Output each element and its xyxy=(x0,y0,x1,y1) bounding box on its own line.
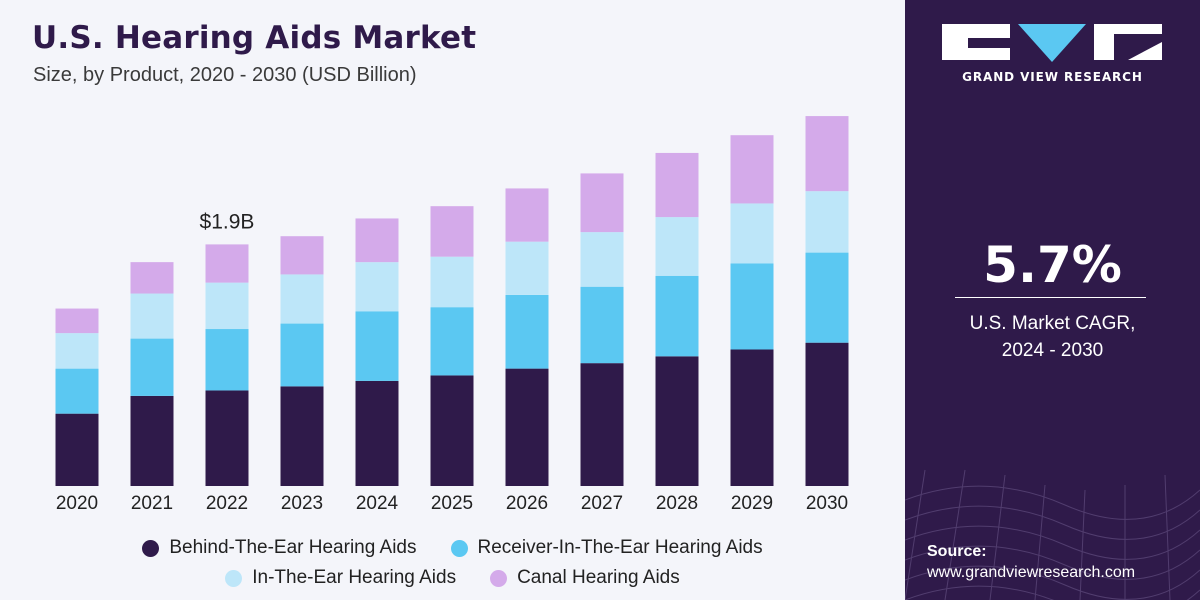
x-tick-2021: 2021 xyxy=(131,493,173,514)
bar-2024-behind-the-ear-hearing-aids xyxy=(355,380,399,486)
bar-2029-receiver-in-the-ear-hearing-aids xyxy=(730,263,774,350)
source-label: Source: xyxy=(927,543,987,560)
bar-2030-in-the-ear-hearing-aids xyxy=(805,191,849,253)
bar-2029-in-the-ear-hearing-aids xyxy=(730,203,774,264)
x-tick-2028: 2028 xyxy=(656,493,698,514)
bar-2026-canal-hearing-aids xyxy=(505,188,549,242)
cagr-label-line-1: U.S. Market CAGR, xyxy=(969,313,1136,334)
x-tick-2024: 2024 xyxy=(356,493,399,514)
sidebar-panel: GRAND VIEW RESEARCH 5.7% U.S. Market CAG… xyxy=(905,0,1200,600)
bar-2026-behind-the-ear-hearing-aids xyxy=(505,368,549,486)
bar-2028-receiver-in-the-ear-hearing-aids xyxy=(655,275,699,357)
source-block: Source: www.grandviewresearch.com xyxy=(927,543,1135,582)
bar-2025-behind-the-ear-hearing-aids xyxy=(430,375,474,486)
legend-swatch-canal xyxy=(490,569,508,587)
legend-item-behind-the-ear: Behind-The-Ear Hearing Aids xyxy=(142,537,417,559)
bar-2028-behind-the-ear-hearing-aids xyxy=(655,356,699,486)
cagr-label-line-2: 2024 - 2030 xyxy=(1001,340,1104,361)
bar-2023-receiver-in-the-ear-hearing-aids xyxy=(280,323,324,387)
stacked-bar-chart: 2020 2021 2022 $1.9B 2023 2024 2025 2026 2027 202… xyxy=(55,116,849,514)
cagr-value: 5.7% xyxy=(983,236,1122,294)
chart-legend: Behind-The-Ear Hearing Aids Receiver-In-… xyxy=(0,533,905,593)
data-label-2022: $1.9B xyxy=(200,210,255,233)
grand-view-research-logo xyxy=(942,24,1162,62)
legend-label-canal: Canal Hearing Aids xyxy=(517,567,680,588)
bar-2024-in-the-ear-hearing-aids xyxy=(355,262,399,312)
chart-panel: U.S. Hearing Aids Market Size, by Produc… xyxy=(0,20,905,593)
legend-item-receiver-in-the-ear: Receiver-In-The-Ear Hearing Aids xyxy=(450,537,763,559)
bar-2022-receiver-in-the-ear-hearing-aids xyxy=(205,329,249,391)
bar-2030-receiver-in-the-ear-hearing-aids xyxy=(805,252,849,343)
bar-2026-in-the-ear-hearing-aids xyxy=(505,241,549,295)
bar-2028-canal-hearing-aids xyxy=(655,152,699,218)
bar-2024-receiver-in-the-ear-hearing-aids xyxy=(355,311,399,381)
bar-2027-canal-hearing-aids xyxy=(580,173,624,233)
legend-item-canal: Canal Hearing Aids xyxy=(490,567,680,589)
bar-2024-canal-hearing-aids xyxy=(355,218,399,263)
bar-2029-behind-the-ear-hearing-aids xyxy=(730,349,774,486)
bar-2020-canal-hearing-aids xyxy=(55,308,99,334)
bar-2023-in-the-ear-hearing-aids xyxy=(280,274,324,324)
bar-2023-behind-the-ear-hearing-aids xyxy=(280,386,324,486)
bar-2026-receiver-in-the-ear-hearing-aids xyxy=(505,294,549,369)
bar-2021-in-the-ear-hearing-aids xyxy=(130,293,174,339)
bar-2025-in-the-ear-hearing-aids xyxy=(430,256,474,308)
legend-swatch-in-the-ear xyxy=(225,569,243,587)
legend-label-receiver-in-the-ear: Receiver-In-The-Ear Hearing Aids xyxy=(477,537,763,558)
legend-item-in-the-ear: In-The-Ear Hearing Aids xyxy=(225,567,456,589)
x-tick-2027: 2027 xyxy=(581,493,623,514)
cagr-label: U.S. Market CAGR, 2024 - 2030 xyxy=(905,310,1200,364)
x-tick-2026: 2026 xyxy=(506,493,548,514)
bar-2020-behind-the-ear-hearing-aids xyxy=(55,413,99,486)
bar-2022-in-the-ear-hearing-aids xyxy=(205,282,249,330)
x-tick-2029: 2029 xyxy=(731,493,773,514)
bar-2021-receiver-in-the-ear-hearing-aids xyxy=(130,338,174,396)
bar-2028-in-the-ear-hearing-aids xyxy=(655,217,699,276)
bar-2025-receiver-in-the-ear-hearing-aids xyxy=(430,307,474,376)
bar-2029-canal-hearing-aids xyxy=(730,135,774,204)
x-tick-2022: 2022 xyxy=(206,493,248,514)
bar-2020-in-the-ear-hearing-aids xyxy=(55,333,99,369)
legend-swatch-behind-the-ear xyxy=(142,539,160,557)
bar-2030-behind-the-ear-hearing-aids xyxy=(805,342,849,486)
bar-2022-behind-the-ear-hearing-aids xyxy=(205,390,249,486)
bar-2022-canal-hearing-aids xyxy=(205,244,249,283)
source-url[interactable]: www.grandviewresearch.com xyxy=(927,564,1136,581)
bar-2025-canal-hearing-aids xyxy=(430,206,474,257)
decorative-wave-grid xyxy=(905,469,1200,600)
x-tick-2030: 2030 xyxy=(806,493,848,514)
legend-swatch-receiver-in-the-ear xyxy=(450,539,468,557)
legend-label-behind-the-ear: Behind-The-Ear Hearing Aids xyxy=(169,537,417,558)
cagr-divider xyxy=(955,297,1146,298)
legend-label-in-the-ear: In-The-Ear Hearing Aids xyxy=(252,567,457,588)
chart-subtitle: Size, by Product, 2020 - 2030 (USD Billi… xyxy=(33,64,417,86)
bar-2020-receiver-in-the-ear-hearing-aids xyxy=(55,368,99,414)
bar-2030-canal-hearing-aids xyxy=(805,116,849,192)
chart-title: U.S. Hearing Aids Market xyxy=(32,20,477,56)
bar-2023-canal-hearing-aids xyxy=(280,236,324,275)
x-tick-2020: 2020 xyxy=(56,493,98,514)
bar-2021-canal-hearing-aids xyxy=(130,262,174,294)
legend-row-1: Behind-The-Ear Hearing Aids Receiver-In-… xyxy=(0,533,905,563)
bar-2027-behind-the-ear-hearing-aids xyxy=(580,363,624,486)
legend-row-2: In-The-Ear Hearing Aids Canal Hearing Ai… xyxy=(0,563,905,593)
bar-2021-behind-the-ear-hearing-aids xyxy=(130,395,174,486)
bar-2027-receiver-in-the-ear-hearing-aids xyxy=(580,286,624,364)
logo-wordmark: GRAND VIEW RESEARCH xyxy=(962,70,1143,84)
x-tick-2023: 2023 xyxy=(281,493,323,514)
bar-2027-in-the-ear-hearing-aids xyxy=(580,232,624,287)
x-tick-2025: 2025 xyxy=(431,493,473,514)
